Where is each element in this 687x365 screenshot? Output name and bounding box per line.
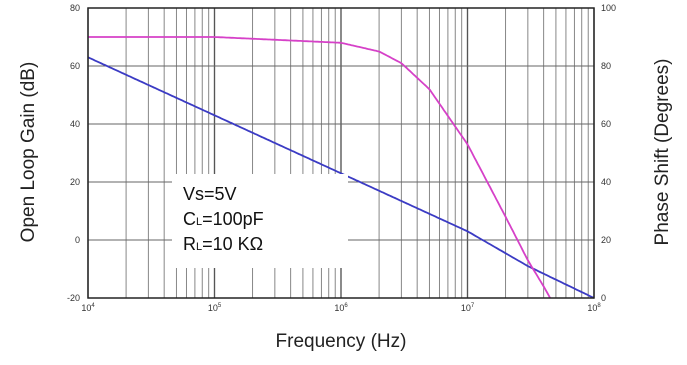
right-y-tick-label: 40 bbox=[601, 177, 611, 187]
right-y-tick-label: 0 bbox=[601, 293, 606, 303]
left-y-tick-label: 80 bbox=[70, 3, 80, 13]
x-tick-base: 10 bbox=[334, 303, 344, 313]
x-tick-label: 107 bbox=[461, 303, 475, 313]
phase-shift-line bbox=[88, 36, 551, 299]
phase-data-point bbox=[543, 285, 545, 287]
x-tick-base: 10 bbox=[208, 303, 218, 313]
left-y-tick-label: 60 bbox=[70, 61, 80, 71]
right-y-tick-label: 20 bbox=[601, 235, 611, 245]
x-tick-base: 10 bbox=[587, 303, 597, 313]
open-loop-gain-line bbox=[87, 56, 595, 299]
plot-frame bbox=[87, 7, 595, 299]
x-tick-label: 104 bbox=[81, 303, 95, 313]
x-tick-label: 105 bbox=[208, 303, 222, 313]
phase-data-point bbox=[466, 143, 468, 145]
annotation-value: =10 KΩ bbox=[202, 234, 263, 254]
x-tick-exponent: 8 bbox=[597, 303, 601, 309]
annotation-subscript: L bbox=[196, 241, 202, 253]
annotation-line: Vs=5V bbox=[183, 184, 237, 204]
left-y-tick-label: 40 bbox=[70, 119, 80, 129]
annotation-main: Vs=5V bbox=[183, 184, 237, 204]
gain-data-point bbox=[213, 114, 215, 116]
annotation-main: R bbox=[183, 234, 196, 254]
gain-data-point bbox=[466, 230, 468, 232]
x-tick-base: 10 bbox=[81, 303, 91, 313]
phase-data-point bbox=[340, 42, 342, 44]
annotation-line: CL=100pF bbox=[183, 209, 264, 229]
right-y-axis-title: Phase Shift (Degrees) bbox=[652, 59, 673, 246]
left-y-tick-label: 20 bbox=[70, 177, 80, 187]
annotation-main: C bbox=[183, 209, 196, 229]
x-tick-exponent: 5 bbox=[218, 303, 222, 309]
annotation-line: RL=10 KΩ bbox=[183, 234, 263, 254]
gain-data-point bbox=[527, 265, 529, 267]
right-y-tick-label: 80 bbox=[601, 61, 611, 71]
left-y-tick-label: 0 bbox=[75, 235, 80, 245]
left-y-tick-label: -20 bbox=[67, 293, 80, 303]
right-y-tick-label: 100 bbox=[601, 3, 616, 13]
phase-data-point bbox=[213, 36, 215, 38]
phase-data-point bbox=[527, 259, 529, 261]
x-tick-exponent: 6 bbox=[344, 303, 348, 309]
annotation-subscript: L bbox=[196, 216, 202, 228]
phase-data-point bbox=[400, 62, 402, 64]
x-axis-title: Frequency (Hz) bbox=[276, 331, 407, 352]
left-y-axis-title: Open Loop Gain (dB) bbox=[18, 62, 39, 243]
annotation-background bbox=[172, 174, 348, 268]
x-tick-base: 10 bbox=[461, 303, 471, 313]
x-tick-label: 108 bbox=[587, 303, 601, 313]
x-tick-label: 106 bbox=[334, 303, 348, 313]
annotation-value: =100pF bbox=[202, 209, 264, 229]
right-y-tick-label: 60 bbox=[601, 119, 611, 129]
annotation-box: Vs=5V CL=100pF RL=10 KΩ bbox=[172, 174, 348, 268]
x-tick-exponent: 7 bbox=[471, 303, 475, 309]
phase-data-point bbox=[378, 50, 380, 52]
phase-data-point bbox=[428, 88, 430, 90]
x-tick-exponent: 4 bbox=[91, 303, 95, 309]
series-layer bbox=[87, 36, 595, 299]
phase-data-point bbox=[504, 216, 506, 218]
